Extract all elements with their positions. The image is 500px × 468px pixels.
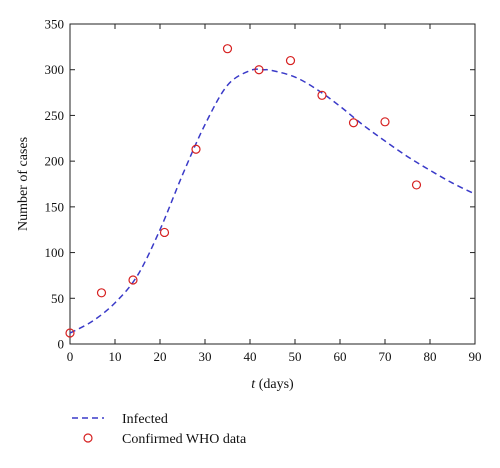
axis-tick-labels: 0 10 20 30 40 50 60 70 80 90 0 50 100 150 200 250 300 350: [45, 17, 482, 365]
who-data-point: [317, 90, 327, 100]
y-tick-label: 0: [58, 337, 65, 352]
y-tick-label: 350: [45, 17, 65, 32]
x-tick-label: 80: [424, 349, 437, 364]
series-infected-line: [69, 68, 476, 334]
who-data-point: [191, 144, 201, 154]
y-tick-label: 100: [45, 245, 65, 260]
y-tick-label: 50: [51, 291, 64, 306]
x-tick-label: 90: [469, 349, 482, 364]
legend-who-swatch: [83, 433, 93, 443]
x-axis-label: t (days): [251, 377, 294, 392]
y-tick-label: 250: [45, 108, 65, 123]
x-axis-label-unit: (days): [255, 377, 294, 392]
axis-ticks: [69, 23, 476, 345]
y-tick-label: 150: [45, 199, 65, 214]
who-data-point: [222, 44, 233, 54]
who-data-point: [65, 328, 75, 338]
x-tick-label: 60: [334, 349, 347, 364]
y-tick-label: 300: [45, 62, 65, 77]
who-data-point: [254, 65, 264, 75]
x-tick-label: 40: [244, 349, 257, 364]
legend: Infected Confirmed WHO data: [72, 412, 247, 447]
x-tick-label: 30: [199, 349, 212, 364]
who-data-point: [96, 288, 107, 298]
x-axis-label-variable: t: [251, 377, 256, 392]
x-tick-label: 10: [109, 349, 122, 364]
x-tick-label: 50: [289, 349, 302, 364]
plot-area: [69, 23, 476, 345]
who-data-point: [411, 180, 422, 190]
legend-infected-label: Infected: [122, 412, 168, 427]
who-data-point: [380, 117, 390, 127]
x-tick-label: 20: [154, 349, 167, 364]
y-tick-label: 200: [45, 154, 65, 169]
series-layer: [65, 44, 476, 338]
x-tick-label: 0: [67, 349, 74, 364]
who-data-point: [128, 275, 138, 285]
who-data-point: [159, 227, 170, 238]
who-data-point: [285, 55, 296, 66]
y-axis-label: Number of cases: [16, 137, 31, 231]
legend-who-label: Confirmed WHO data: [122, 432, 247, 447]
who-data-point: [348, 118, 359, 128]
x-tick-label: 70: [379, 349, 392, 364]
